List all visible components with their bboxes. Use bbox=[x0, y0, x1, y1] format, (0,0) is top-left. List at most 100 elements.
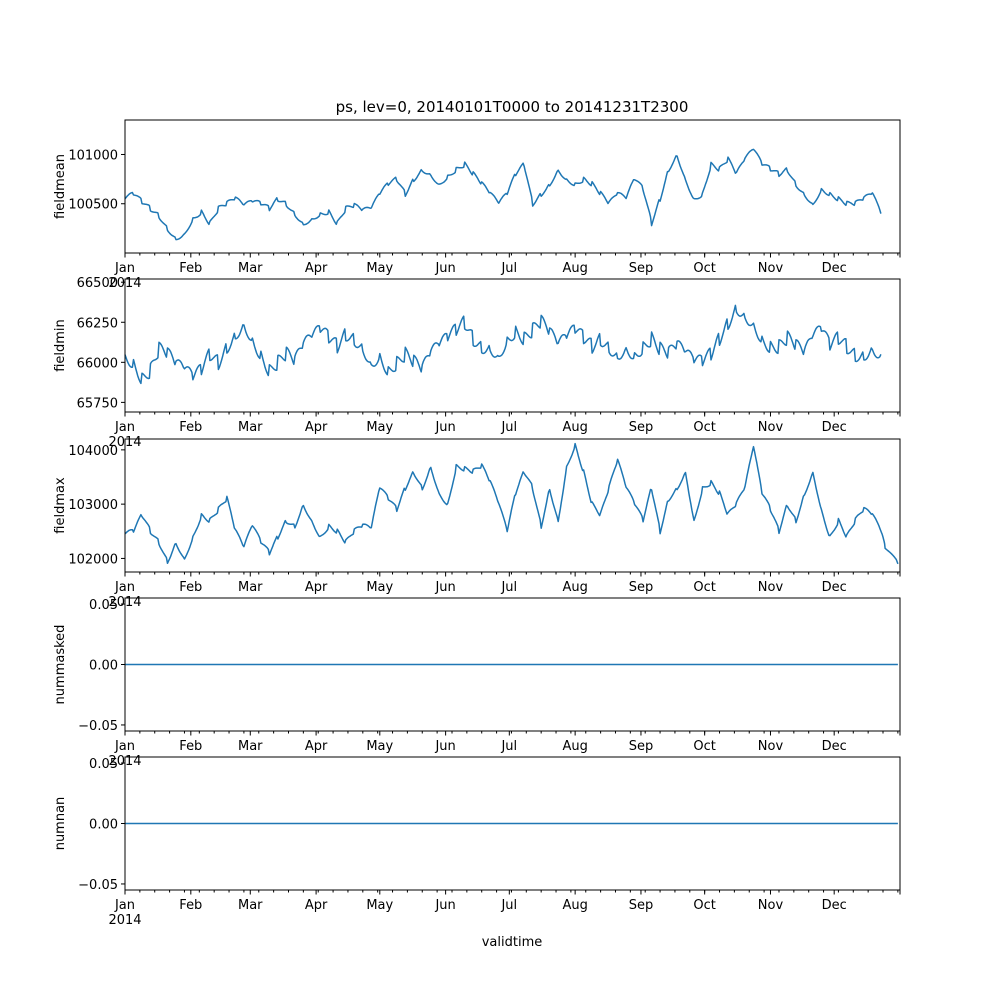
x-tick-label-fieldmax-2: Mar bbox=[238, 580, 263, 595]
y-axis-label-fieldmin: fieldmin bbox=[53, 319, 68, 372]
x-tick-label-fieldmax-3: Apr bbox=[305, 580, 328, 595]
x-tick-label-fieldmean-7: Aug bbox=[562, 261, 587, 276]
x-tick-label-fieldmax-11: Dec bbox=[822, 580, 847, 595]
x-tick-label-fieldmin-9: Oct bbox=[693, 420, 715, 435]
x-tick-label-fieldmin-7: Aug bbox=[562, 420, 587, 435]
x-tick-label-nummasked-8: Sep bbox=[629, 739, 654, 754]
x-tick-label-nummasked-9: Oct bbox=[693, 739, 715, 754]
x-tick-label-fieldmin-11: Dec bbox=[822, 420, 847, 435]
x-tick-label-numnan-6: Jul bbox=[500, 898, 517, 913]
x-tick-label-nummasked-0: Jan bbox=[114, 739, 135, 754]
y-tick-label-numnan-0: −0.05 bbox=[78, 878, 118, 893]
x-tick-label-numnan-10: Nov bbox=[758, 898, 784, 913]
x-tick-label-fieldmean-3: Apr bbox=[305, 261, 328, 276]
y-tick-label-fieldmean-1: 101000 bbox=[68, 148, 118, 163]
x-axis-label: validtime bbox=[482, 935, 543, 950]
x-tick-label-nummasked-2: Mar bbox=[238, 739, 263, 754]
x-tick-label-numnan-0: Jan bbox=[114, 898, 135, 913]
x-tick-label-numnan-3: Apr bbox=[305, 898, 328, 913]
x-tick-label-fieldmax-10: Nov bbox=[758, 580, 784, 595]
x-tick-label-nummasked-11: Dec bbox=[822, 739, 847, 754]
y-tick-label-nummasked-1: 0.00 bbox=[89, 659, 118, 674]
y-axis-label-numnan: numnan bbox=[53, 797, 68, 851]
series-line-fieldmax bbox=[124, 442, 899, 565]
y-tick-label-numnan-2: 0.05 bbox=[89, 757, 118, 772]
overlap-mask bbox=[126, 599, 899, 609]
x-tick-label-nummasked-1: Feb bbox=[179, 739, 202, 754]
y-tick-label-fieldmin-2: 66250 bbox=[77, 316, 118, 331]
y-tick-label-fieldmax-1: 103000 bbox=[68, 498, 118, 513]
x-tick-label-nummasked-4: May bbox=[366, 739, 393, 754]
y-tick-label-numnan-1: 0.00 bbox=[89, 818, 118, 833]
x-tick-label-fieldmax-7: Aug bbox=[562, 580, 587, 595]
x-tick-label-numnan-1: Feb bbox=[179, 898, 202, 913]
x-tick-label-fieldmax-1: Feb bbox=[179, 580, 202, 595]
x-tick-label-fieldmin-3: Apr bbox=[305, 420, 328, 435]
overlap-mask bbox=[126, 440, 899, 450]
x-tick-label-fieldmean-11: Dec bbox=[822, 261, 847, 276]
x-tick-label-numnan-7: Aug bbox=[562, 898, 587, 913]
x-tick-label-fieldmean-5: Jun bbox=[434, 261, 455, 276]
x-tick-label-nummasked-10: Nov bbox=[758, 739, 784, 754]
x-tick-label-numnan-9: Oct bbox=[693, 898, 715, 913]
x-tick-label-fieldmin-2: Mar bbox=[238, 420, 263, 435]
y-tick-label-fieldmin-3: 66500 bbox=[77, 276, 118, 291]
x-tick-label-numnan-2: Mar bbox=[238, 898, 263, 913]
x-tick-label-fieldmax-8: Sep bbox=[629, 580, 654, 595]
y-axis-label-nummasked: nummasked bbox=[53, 625, 68, 705]
x-tick-label-fieldmax-5: Jun bbox=[434, 580, 455, 595]
y-tick-label-fieldmax-2: 104000 bbox=[68, 444, 118, 459]
x-tick-label-nummasked-5: Jun bbox=[434, 739, 455, 754]
x-tick-label-fieldmean-2: Mar bbox=[238, 261, 263, 276]
axes-frame-fieldmean bbox=[124, 119, 901, 254]
x-tick-label-fieldmean-9: Oct bbox=[693, 261, 715, 276]
series-line-fieldmin bbox=[124, 304, 882, 385]
x-tick-label-fieldmin-10: Nov bbox=[758, 420, 784, 435]
y-tick-label-fieldmin-1: 66000 bbox=[77, 356, 118, 371]
x-tick-label-fieldmin-4: May bbox=[366, 420, 393, 435]
chart-title: ps, lev=0, 20140101T0000 to 20141231T230… bbox=[336, 98, 689, 116]
panel-numnan: −0.05 0.00 0.05 numnan Jan Feb Mar Apr May Jun Jul… bbox=[53, 756, 901, 928]
x-tick-label-fieldmean-8: Sep bbox=[629, 261, 654, 276]
x-tick-label-fieldmax-6: Jul bbox=[500, 580, 517, 595]
x-tick-label-fieldmin-0: Jan bbox=[114, 420, 135, 435]
x-tick-label-nummasked-7: Aug bbox=[562, 739, 587, 754]
x-tick-label-fieldmean-6: Jul bbox=[500, 261, 517, 276]
year-label-numnan: 2014 bbox=[108, 913, 141, 928]
x-tick-label-numnan-11: Dec bbox=[822, 898, 847, 913]
y-axis-label-fieldmax: fieldmax bbox=[53, 477, 68, 534]
x-tick-label-fieldmin-8: Sep bbox=[629, 420, 654, 435]
x-tick-label-nummasked-6: Jul bbox=[500, 739, 517, 754]
x-tick-label-fieldmax-9: Oct bbox=[693, 580, 715, 595]
x-tick-label-fieldmax-0: Jan bbox=[114, 580, 135, 595]
x-tick-label-fieldmin-5: Jun bbox=[434, 420, 455, 435]
x-tick-label-fieldmax-4: May bbox=[366, 580, 393, 595]
x-tick-label-numnan-8: Sep bbox=[629, 898, 654, 913]
overlap-mask bbox=[126, 758, 899, 768]
y-tick-label-nummasked-2: 0.05 bbox=[89, 598, 118, 613]
y-tick-label-fieldmax-0: 102000 bbox=[68, 552, 118, 567]
series-line-fieldmean bbox=[124, 148, 882, 241]
y-tick-label-nummasked-0: −0.05 bbox=[78, 719, 118, 734]
panel-fieldmax: 102000 103000 104000 fieldmax Jan Feb Mar Apr Ma… bbox=[53, 438, 901, 610]
x-tick-label-fieldmin-1: Feb bbox=[179, 420, 202, 435]
y-tick-label-fieldmin-0: 65750 bbox=[77, 396, 118, 411]
panel-nummasked: −0.05 0.00 0.05 nummasked Jan Feb Mar Apr May Jun… bbox=[53, 597, 901, 769]
x-tick-label-fieldmean-10: Nov bbox=[758, 261, 784, 276]
x-tick-label-nummasked-3: Apr bbox=[305, 739, 328, 754]
axes-frame-fieldmin bbox=[124, 278, 901, 413]
y-axis-label-fieldmean: fieldmean bbox=[53, 154, 68, 219]
x-tick-label-fieldmin-6: Jul bbox=[500, 420, 517, 435]
overlap-mask bbox=[126, 280, 899, 290]
x-tick-label-fieldmean-0: Jan bbox=[114, 261, 135, 276]
x-tick-label-fieldmean-4: May bbox=[366, 261, 393, 276]
x-tick-label-fieldmean-1: Feb bbox=[179, 261, 202, 276]
axes-frame-fieldmax bbox=[124, 438, 901, 573]
x-tick-label-numnan-5: Jun bbox=[434, 898, 455, 913]
y-tick-label-fieldmean-0: 100500 bbox=[68, 198, 118, 213]
overlap-masks bbox=[126, 280, 899, 768]
